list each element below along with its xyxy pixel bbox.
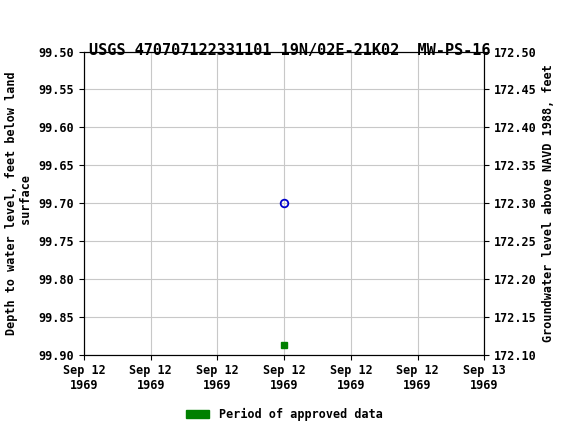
Legend: Period of approved data: Period of approved data [181, 404, 387, 426]
Text: USGS 470707122331101 19N/02E-21K02  MW-PS-16: USGS 470707122331101 19N/02E-21K02 MW-PS… [89, 43, 491, 58]
Text: USGS: USGS [67, 10, 122, 28]
Bar [5, 5, 60, 33]
Y-axis label: Groundwater level above NAVD 1988, feet: Groundwater level above NAVD 1988, feet [542, 64, 555, 342]
Y-axis label: Depth to water level, feet below land
 surface: Depth to water level, feet below land su… [5, 71, 33, 335]
